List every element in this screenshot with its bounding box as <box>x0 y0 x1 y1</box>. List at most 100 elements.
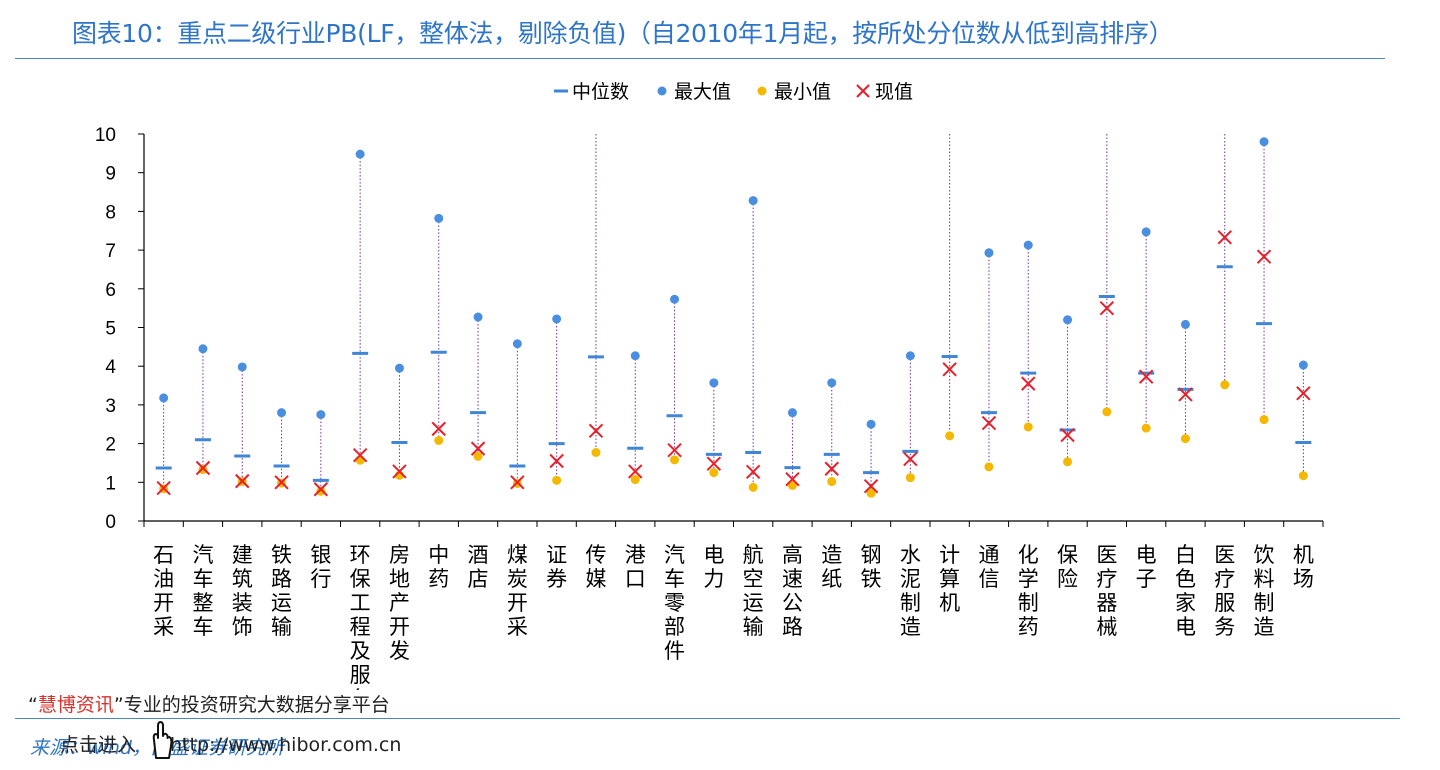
max-marker <box>1298 360 1308 370</box>
x-category-label: 化学制药 <box>1018 543 1039 639</box>
max-marker <box>866 419 876 429</box>
max-marker <box>1259 137 1269 147</box>
min-marker <box>473 451 483 461</box>
x-category-label: 医疗器械 <box>1096 543 1117 639</box>
min-marker <box>1141 423 1151 433</box>
legend-label: 最大值 <box>674 81 731 103</box>
current-marker <box>903 451 918 467</box>
min-marker <box>984 462 994 472</box>
current-marker <box>470 441 486 456</box>
legend-min-symbol <box>757 86 767 96</box>
max-marker <box>787 408 797 418</box>
x-category-label: 高速公路 <box>782 543 803 639</box>
legend-current-symbol <box>856 84 870 98</box>
min-marker <box>1298 471 1308 481</box>
site-url[interactable]: http://www.hibor.com.cn <box>170 734 402 756</box>
max-marker <box>316 410 326 420</box>
current-marker <box>274 475 289 490</box>
enter-link-label[interactable]: 点击进入 <box>60 734 137 756</box>
x-category-label: 白色家电 <box>1175 543 1196 639</box>
current-marker <box>235 473 250 489</box>
y-tick-label: 2 <box>105 435 116 456</box>
max-marker <box>748 196 758 206</box>
min-marker <box>866 488 876 498</box>
x-category-label: 机场 <box>1293 543 1314 591</box>
x-category-label: 煤炭开采 <box>507 543 528 639</box>
max-marker <box>237 362 247 372</box>
min-marker <box>434 436 444 446</box>
site-link[interactable]: 点击进入 http://www.hibor.com.cn <box>60 730 401 757</box>
max-marker <box>434 213 444 223</box>
current-marker <box>667 442 682 458</box>
min-marker <box>827 477 837 487</box>
current-marker <box>313 482 329 497</box>
quote-open: “ <box>28 694 38 716</box>
current-marker <box>785 471 800 487</box>
max-marker <box>277 408 287 418</box>
brand-name[interactable]: 慧博资讯 <box>37 694 114 716</box>
x-category-label: 证券 <box>546 543 567 591</box>
current-marker <box>942 362 957 377</box>
x-category-label: 计算机 <box>939 543 960 615</box>
current-marker <box>1217 230 1232 245</box>
min-marker <box>748 482 758 492</box>
current-marker <box>745 464 761 480</box>
x-category-label: 造纸 <box>821 543 842 591</box>
quote-close: ” <box>113 694 124 716</box>
x-category-label: 通信 <box>978 543 999 591</box>
min-marker <box>591 448 601 458</box>
x-category-label: 汽车零部件 <box>664 543 685 663</box>
x-category-label: 钢铁 <box>861 543 882 591</box>
brand-tagline: 专业的投资研究大数据分享平台 <box>123 694 390 716</box>
max-marker <box>630 351 640 361</box>
footer-divider <box>15 718 1400 719</box>
current-marker <box>1021 376 1036 391</box>
x-category-label: 酒店 <box>468 543 489 591</box>
current-marker <box>824 461 839 476</box>
chart-title: 图表10：重点二级行业PB(LF，整体法，剔除负值)（自2010年1月起，按所处… <box>72 19 1174 48</box>
y-tick-label: 7 <box>105 241 116 262</box>
y-tick-label: 5 <box>105 319 116 340</box>
x-category-label: 铁路运输 <box>271 543 292 639</box>
current-marker <box>1060 427 1075 443</box>
pointer-hand-icon <box>152 721 173 759</box>
x-category-label: 汽车整车 <box>192 543 213 639</box>
min-marker <box>905 473 915 483</box>
x-category-label: 保险 <box>1057 543 1078 591</box>
current-marker <box>195 460 211 476</box>
current-marker <box>706 456 722 471</box>
max-marker <box>473 312 483 322</box>
current-marker <box>981 415 997 431</box>
max-marker <box>198 344 208 354</box>
min-marker <box>945 431 955 441</box>
max-marker <box>827 378 837 388</box>
current-marker <box>863 478 879 494</box>
max-marker <box>905 351 915 361</box>
x-category-label: 医疗服务 <box>1214 543 1235 639</box>
x-category-label: 中药 <box>428 543 449 591</box>
current-marker <box>588 423 604 439</box>
min-marker <box>1023 422 1033 432</box>
y-tick-label: 4 <box>105 357 116 378</box>
min-marker <box>630 475 640 485</box>
y-tick-label: 0 <box>105 512 116 533</box>
min-marker <box>1259 415 1269 425</box>
title-divider <box>15 58 1385 59</box>
x-category-label: 电子 <box>1136 543 1157 591</box>
current-marker <box>510 475 525 490</box>
max-marker <box>1063 315 1073 325</box>
brand-line: “慧博资讯”专业的投资研究大数据分享平台 <box>28 690 390 717</box>
x-category-label: 建筑装饰 <box>232 543 253 639</box>
max-marker <box>552 314 562 324</box>
current-marker <box>1138 369 1154 384</box>
x-category-label: 房地产开发 <box>389 543 410 663</box>
min-marker <box>552 475 562 485</box>
max-marker <box>159 393 169 403</box>
y-tick-label: 10 <box>95 125 116 146</box>
max-marker <box>670 294 680 304</box>
x-category-label: 饮料制造 <box>1254 543 1275 639</box>
x-category-label: 水泥制造 <box>900 543 921 639</box>
x-category-label: 航空运输 <box>743 543 764 639</box>
pb-range-chart: 0 1 2 3 4 5 6 7 8 9 10 石油开采汽车整车建筑装饰铁路运输银行环保工程及服务房地产… <box>95 81 1324 690</box>
min-marker <box>1102 407 1112 417</box>
